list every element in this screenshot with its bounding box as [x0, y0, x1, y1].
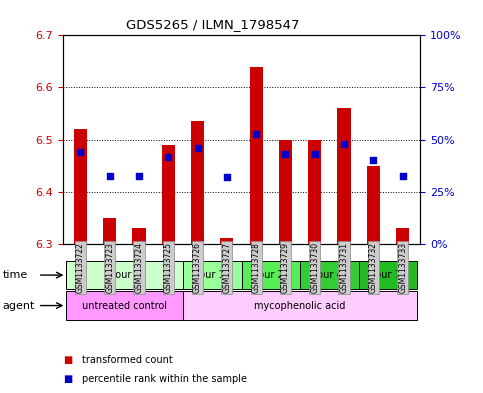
Point [223, 174, 231, 180]
Text: GSM1133729: GSM1133729 [281, 242, 290, 293]
Bar [132, 228, 145, 244]
Text: GSM1133727: GSM1133727 [222, 242, 231, 293]
Point [164, 154, 172, 160]
Text: GSM1133733: GSM1133733 [398, 242, 407, 293]
Bar [359, 261, 417, 289]
Bar [66, 261, 183, 289]
Text: hour 48: hour 48 [311, 270, 348, 280]
Text: hour 24: hour 24 [252, 270, 290, 280]
Point [311, 151, 319, 157]
Text: untreated control: untreated control [82, 301, 167, 310]
Text: GSM1133726: GSM1133726 [193, 242, 202, 293]
Text: GSM1133732: GSM1133732 [369, 242, 378, 293]
Text: GDS5265 / ILMN_1798547: GDS5265 / ILMN_1798547 [126, 18, 299, 31]
Bar [279, 140, 292, 244]
Text: mycophenolic acid: mycophenolic acid [255, 301, 346, 310]
Bar [66, 291, 183, 320]
Text: GSM1133725: GSM1133725 [164, 242, 173, 293]
Bar [162, 145, 175, 244]
Text: percentile rank within the sample: percentile rank within the sample [82, 374, 247, 384]
Bar [183, 291, 417, 320]
Bar [220, 239, 233, 244]
Bar [191, 121, 204, 244]
Bar [338, 108, 351, 244]
Point [106, 173, 114, 179]
Bar [250, 67, 263, 244]
Text: GSM1133730: GSM1133730 [310, 242, 319, 293]
Text: ■: ■ [63, 354, 72, 365]
Text: GSM1133731: GSM1133731 [340, 242, 349, 293]
Text: agent: agent [2, 301, 35, 310]
Bar [396, 228, 409, 244]
Bar [367, 165, 380, 244]
Point [194, 145, 201, 151]
Point [340, 141, 348, 147]
Text: GSM1133728: GSM1133728 [252, 242, 261, 293]
Bar [300, 261, 359, 289]
Point [252, 131, 260, 138]
Point [135, 173, 143, 179]
Text: GSM1133722: GSM1133722 [76, 242, 85, 293]
Text: transformed count: transformed count [82, 354, 173, 365]
Bar [183, 261, 242, 289]
Bar [242, 261, 300, 289]
Text: ■: ■ [63, 374, 72, 384]
Bar [74, 129, 87, 244]
Text: GSM1133724: GSM1133724 [134, 242, 143, 293]
Text: hour 0: hour 0 [109, 270, 140, 280]
Text: hour 12: hour 12 [193, 270, 231, 280]
Point [282, 151, 289, 157]
Bar [308, 140, 321, 244]
Point [76, 149, 84, 155]
Point [399, 173, 407, 179]
Text: time: time [2, 270, 28, 280]
Text: GSM1133723: GSM1133723 [105, 242, 114, 293]
Text: hour 72: hour 72 [369, 270, 407, 280]
Point [369, 157, 377, 163]
Bar [103, 218, 116, 244]
